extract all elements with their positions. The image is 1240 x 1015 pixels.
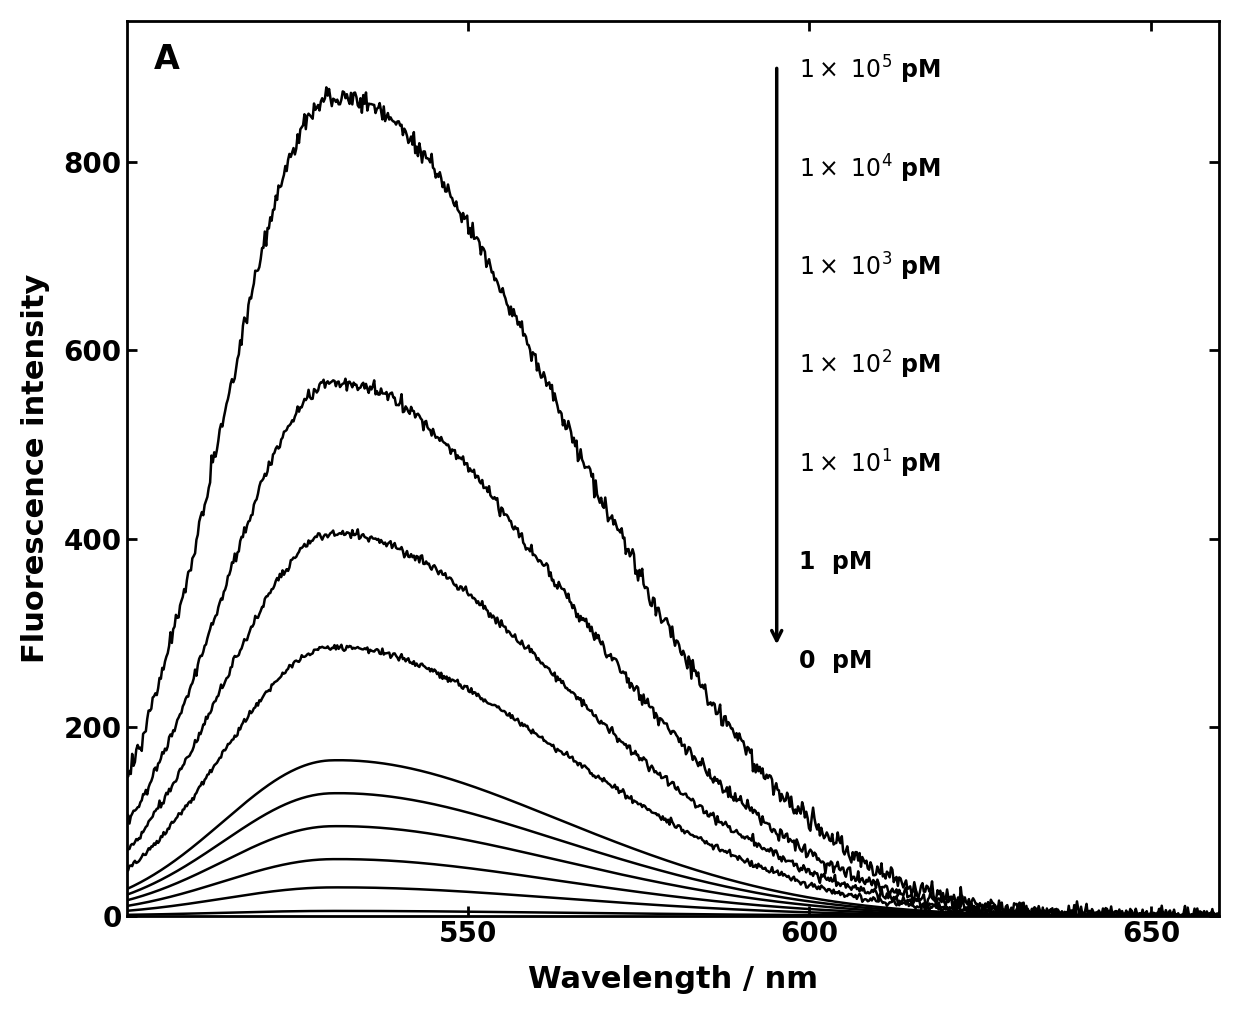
Text: $1\times\ 10^5$ pM: $1\times\ 10^5$ pM (799, 54, 940, 86)
Text: $1\times\ 10^4$ pM: $1\times\ 10^4$ pM (799, 152, 940, 185)
Text: $1\times\ 10^2$ pM: $1\times\ 10^2$ pM (799, 349, 940, 382)
X-axis label: Wavelength / nm: Wavelength / nm (528, 965, 818, 994)
Text: 0  pM: 0 pM (799, 649, 872, 673)
Text: 1  pM: 1 pM (799, 550, 872, 574)
Text: $1\times\ 10^1$ pM: $1\times\ 10^1$ pM (799, 448, 940, 480)
Y-axis label: Fluorescence intensity: Fluorescence intensity (21, 274, 50, 663)
Text: $1\times\ 10^3$ pM: $1\times\ 10^3$ pM (799, 251, 940, 283)
Text: A: A (154, 44, 180, 76)
